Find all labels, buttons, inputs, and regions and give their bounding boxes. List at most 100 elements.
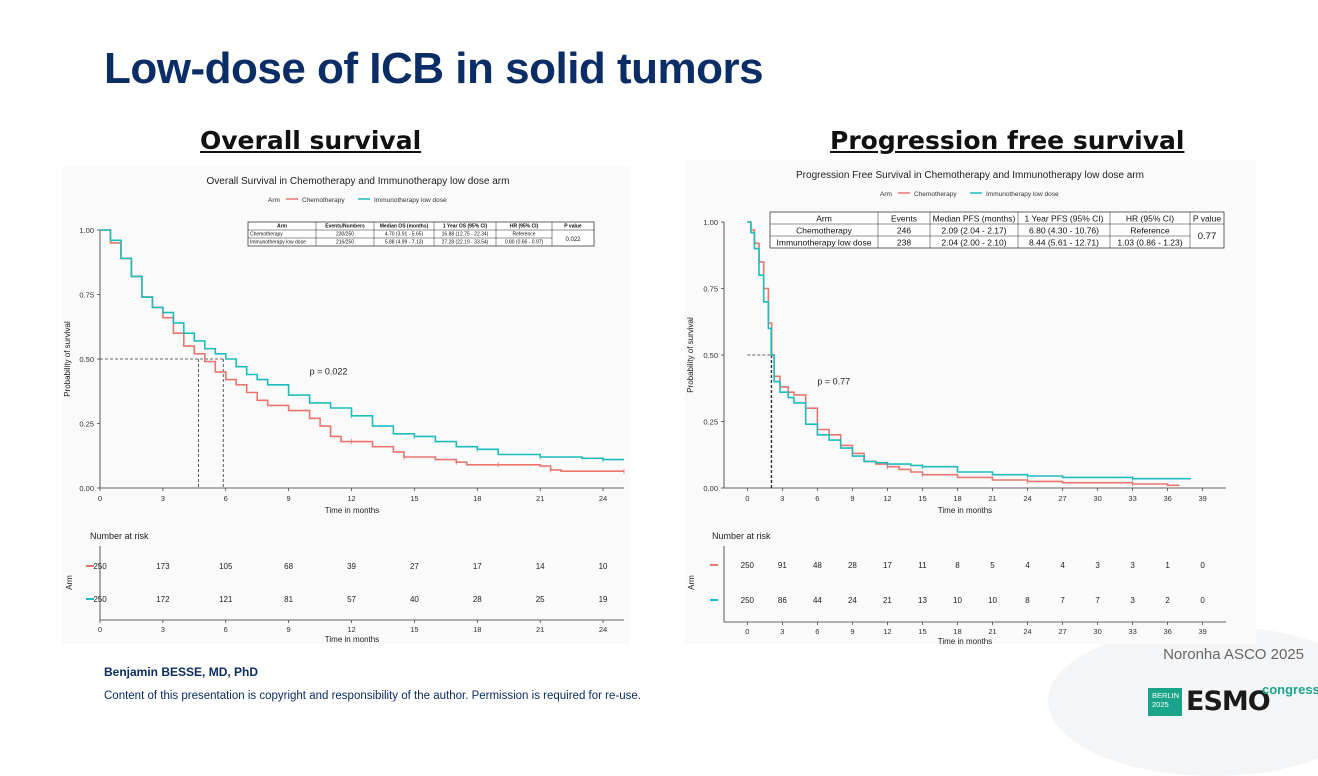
risk-x-tick-label: 39 bbox=[1198, 627, 1206, 636]
x-tick-label: 6 bbox=[815, 494, 819, 503]
risk-count-chemo: 5 bbox=[990, 561, 995, 570]
risk-count-chemo: 4 bbox=[1025, 561, 1030, 570]
table-cell: 1.03 (0.86 - 1.23) bbox=[1117, 238, 1182, 248]
risk-count-immuno: 44 bbox=[813, 596, 822, 605]
risk-x-tick-label: 21 bbox=[988, 627, 996, 636]
risk-count-immuno: 86 bbox=[778, 596, 787, 605]
risk-count-immuno: 40 bbox=[410, 595, 419, 604]
chemotherapy-curve bbox=[747, 221, 1180, 487]
os-chart: Overall Survival in Chemotherapy and Imm… bbox=[63, 176, 625, 644]
risk-x-tick-label: 21 bbox=[536, 625, 544, 634]
p-value-label: p = 0.77 bbox=[817, 376, 850, 386]
summary-table bbox=[247, 221, 595, 247]
x-tick-label: 27 bbox=[1058, 494, 1066, 503]
risk-x-tick-label: 3 bbox=[161, 625, 165, 634]
legend-label: Immunotherapy low dose bbox=[374, 197, 447, 204]
y-tick-label: 1.00 bbox=[79, 226, 94, 235]
risk-count-chemo: 17 bbox=[883, 561, 892, 570]
risk-x-tick-label: 6 bbox=[815, 627, 819, 636]
risk-x-tick-label: 33 bbox=[1128, 627, 1136, 636]
risk-count-chemo: 3 bbox=[1130, 561, 1135, 570]
table-header-cell: 1 Year OS (95% CI) bbox=[443, 224, 488, 230]
risk-count-chemo: 11 bbox=[918, 561, 927, 570]
y-tick-label: 1.00 bbox=[703, 218, 718, 227]
risk-count-chemo: 10 bbox=[599, 562, 608, 571]
x-tick-label: 21 bbox=[536, 494, 544, 503]
x-tick-label: 6 bbox=[224, 494, 228, 503]
risk-x-tick-label: 24 bbox=[599, 625, 607, 634]
risk-x-tick-label: 30 bbox=[1093, 627, 1101, 636]
table-cell: Immunotherapy low dose bbox=[250, 240, 306, 246]
x-axis-title: Time in months bbox=[938, 506, 992, 515]
logo-year: 2025 bbox=[1152, 700, 1169, 709]
table-cell: 16.88 (12.75 - 22.34) bbox=[442, 232, 489, 238]
table-p-value: 0.022 bbox=[565, 237, 581, 243]
risk-x-tick-label: 15 bbox=[918, 627, 926, 636]
risk-x-tick-label: 3 bbox=[780, 627, 784, 636]
risk-count-chemo: 4 bbox=[1060, 561, 1065, 570]
risk-table-arm-label: Arm bbox=[65, 575, 74, 590]
risk-count-chemo: 68 bbox=[284, 562, 293, 571]
table-header-cell: Events bbox=[891, 214, 917, 224]
p-value-label: p = 0.022 bbox=[310, 366, 348, 376]
table-cell: 2.04 (2.00 - 2.10) bbox=[941, 238, 1006, 248]
table-cell: 8.44 (5.61 - 12.71) bbox=[1029, 238, 1099, 248]
y-axis-title: Probability of survival bbox=[63, 321, 72, 397]
pfs-chart-frame: Progression Free Survival in Chemotherap… bbox=[684, 160, 1256, 644]
logo-city: BERLIN bbox=[1152, 691, 1180, 700]
risk-count-chemo: 27 bbox=[410, 562, 419, 571]
table-cell: 2.09 (2.04 - 2.17) bbox=[941, 226, 1006, 236]
y-tick-label: 0.25 bbox=[79, 420, 94, 429]
legend-title: Arm bbox=[880, 191, 892, 198]
risk-count-chemo: 105 bbox=[219, 562, 233, 571]
x-tick-label: 0 bbox=[98, 494, 102, 503]
x-tick-label: 36 bbox=[1163, 494, 1171, 503]
table-header-cell: Median PFS (months) bbox=[933, 214, 1016, 224]
risk-count-chemo: 28 bbox=[848, 561, 857, 570]
table-cell: Reference bbox=[1130, 226, 1169, 236]
chemotherapy-curve bbox=[100, 229, 624, 472]
os-heading: Overall survival bbox=[200, 126, 422, 155]
table-cell: Chemotherapy bbox=[796, 226, 853, 236]
table-cell: 216/250 bbox=[336, 240, 354, 246]
table-header-cell: HR (95% CI) bbox=[1126, 214, 1174, 224]
y-tick-label: 0.25 bbox=[703, 418, 718, 427]
x-tick-label: 15 bbox=[410, 494, 418, 503]
risk-x-tick-label: 12 bbox=[883, 627, 891, 636]
immunotherapy-curve bbox=[747, 221, 1191, 480]
risk-x-tick-label: 27 bbox=[1058, 627, 1066, 636]
risk-x-axis-title: Time in months bbox=[938, 637, 992, 644]
risk-count-chemo: 3 bbox=[1095, 561, 1100, 570]
risk-count-immuno: 13 bbox=[918, 596, 927, 605]
risk-x-tick-label: 9 bbox=[287, 625, 291, 634]
x-axis-title: Time in months bbox=[325, 506, 379, 515]
risk-count-immuno: 7 bbox=[1095, 596, 1100, 605]
risk-x-tick-label: 6 bbox=[224, 625, 228, 634]
risk-count-immuno: 19 bbox=[599, 595, 608, 604]
x-tick-label: 15 bbox=[918, 494, 926, 503]
x-tick-label: 18 bbox=[953, 494, 961, 503]
table-cell: 246 bbox=[897, 226, 911, 236]
risk-count-chemo: 250 bbox=[741, 561, 755, 570]
risk-x-axis-title: Time in months bbox=[325, 635, 379, 644]
risk-table-arm-label: Arm bbox=[687, 575, 696, 590]
risk-count-immuno: 25 bbox=[536, 595, 545, 604]
x-tick-label: 30 bbox=[1093, 494, 1101, 503]
x-tick-label: 9 bbox=[850, 494, 854, 503]
table-cell: Reference bbox=[512, 232, 535, 238]
logo-wordmark: ESMO bbox=[1186, 686, 1271, 717]
table-cell: 238 bbox=[897, 238, 911, 248]
y-tick-label: 0.75 bbox=[79, 291, 94, 300]
x-tick-label: 18 bbox=[473, 494, 481, 503]
y-tick-label: 0.75 bbox=[703, 285, 718, 294]
immunotherapy-curve bbox=[100, 229, 624, 461]
risk-count-immuno: 0 bbox=[1200, 596, 1205, 605]
table-cell: 0.80 (0.66 - 0.97) bbox=[505, 240, 544, 246]
legend-title: Arm bbox=[268, 197, 280, 204]
y-tick-label: 0.50 bbox=[79, 355, 94, 364]
legend-label: Immunotherapy low dose bbox=[986, 191, 1059, 198]
y-tick-label: 0.00 bbox=[703, 484, 718, 493]
pfs-chart: Progression Free Survival in Chemotherap… bbox=[686, 170, 1226, 644]
risk-count-immuno: 2 bbox=[1165, 596, 1170, 605]
table-header-cell: P value bbox=[564, 224, 582, 230]
